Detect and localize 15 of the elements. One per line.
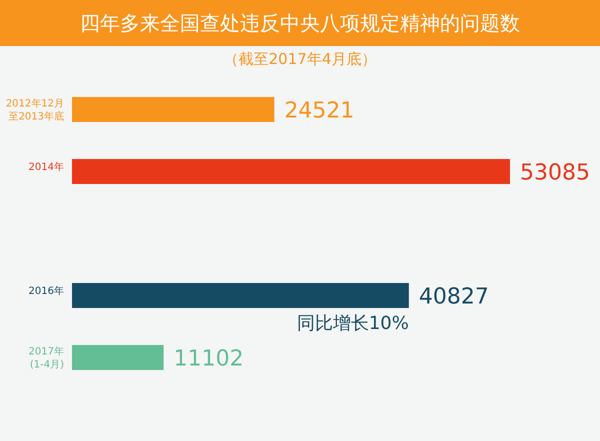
y-tick-label: 2016年 <box>28 285 64 297</box>
y-tick-label: 2017年(1-4月) <box>28 346 64 370</box>
bar <box>72 283 409 308</box>
chart-subtitle: （截至2017年4月底） <box>222 50 378 69</box>
data-label: 53085 <box>520 160 590 186</box>
y-tick-label: 2012年12月至2013年底 <box>6 98 64 122</box>
annotation: 同比增长10% <box>296 312 409 335</box>
data-label: 24521 <box>284 98 354 124</box>
data-label: 11102 <box>174 346 244 372</box>
data-label: 40827 <box>418 284 489 310</box>
bar <box>72 159 510 184</box>
chart-title: 四年多来全国查处违反中央八项规定精神的问题数 <box>0 0 600 46</box>
bar <box>72 97 274 122</box>
y-tick-label: 2014年 <box>28 161 64 173</box>
bar <box>72 345 164 370</box>
